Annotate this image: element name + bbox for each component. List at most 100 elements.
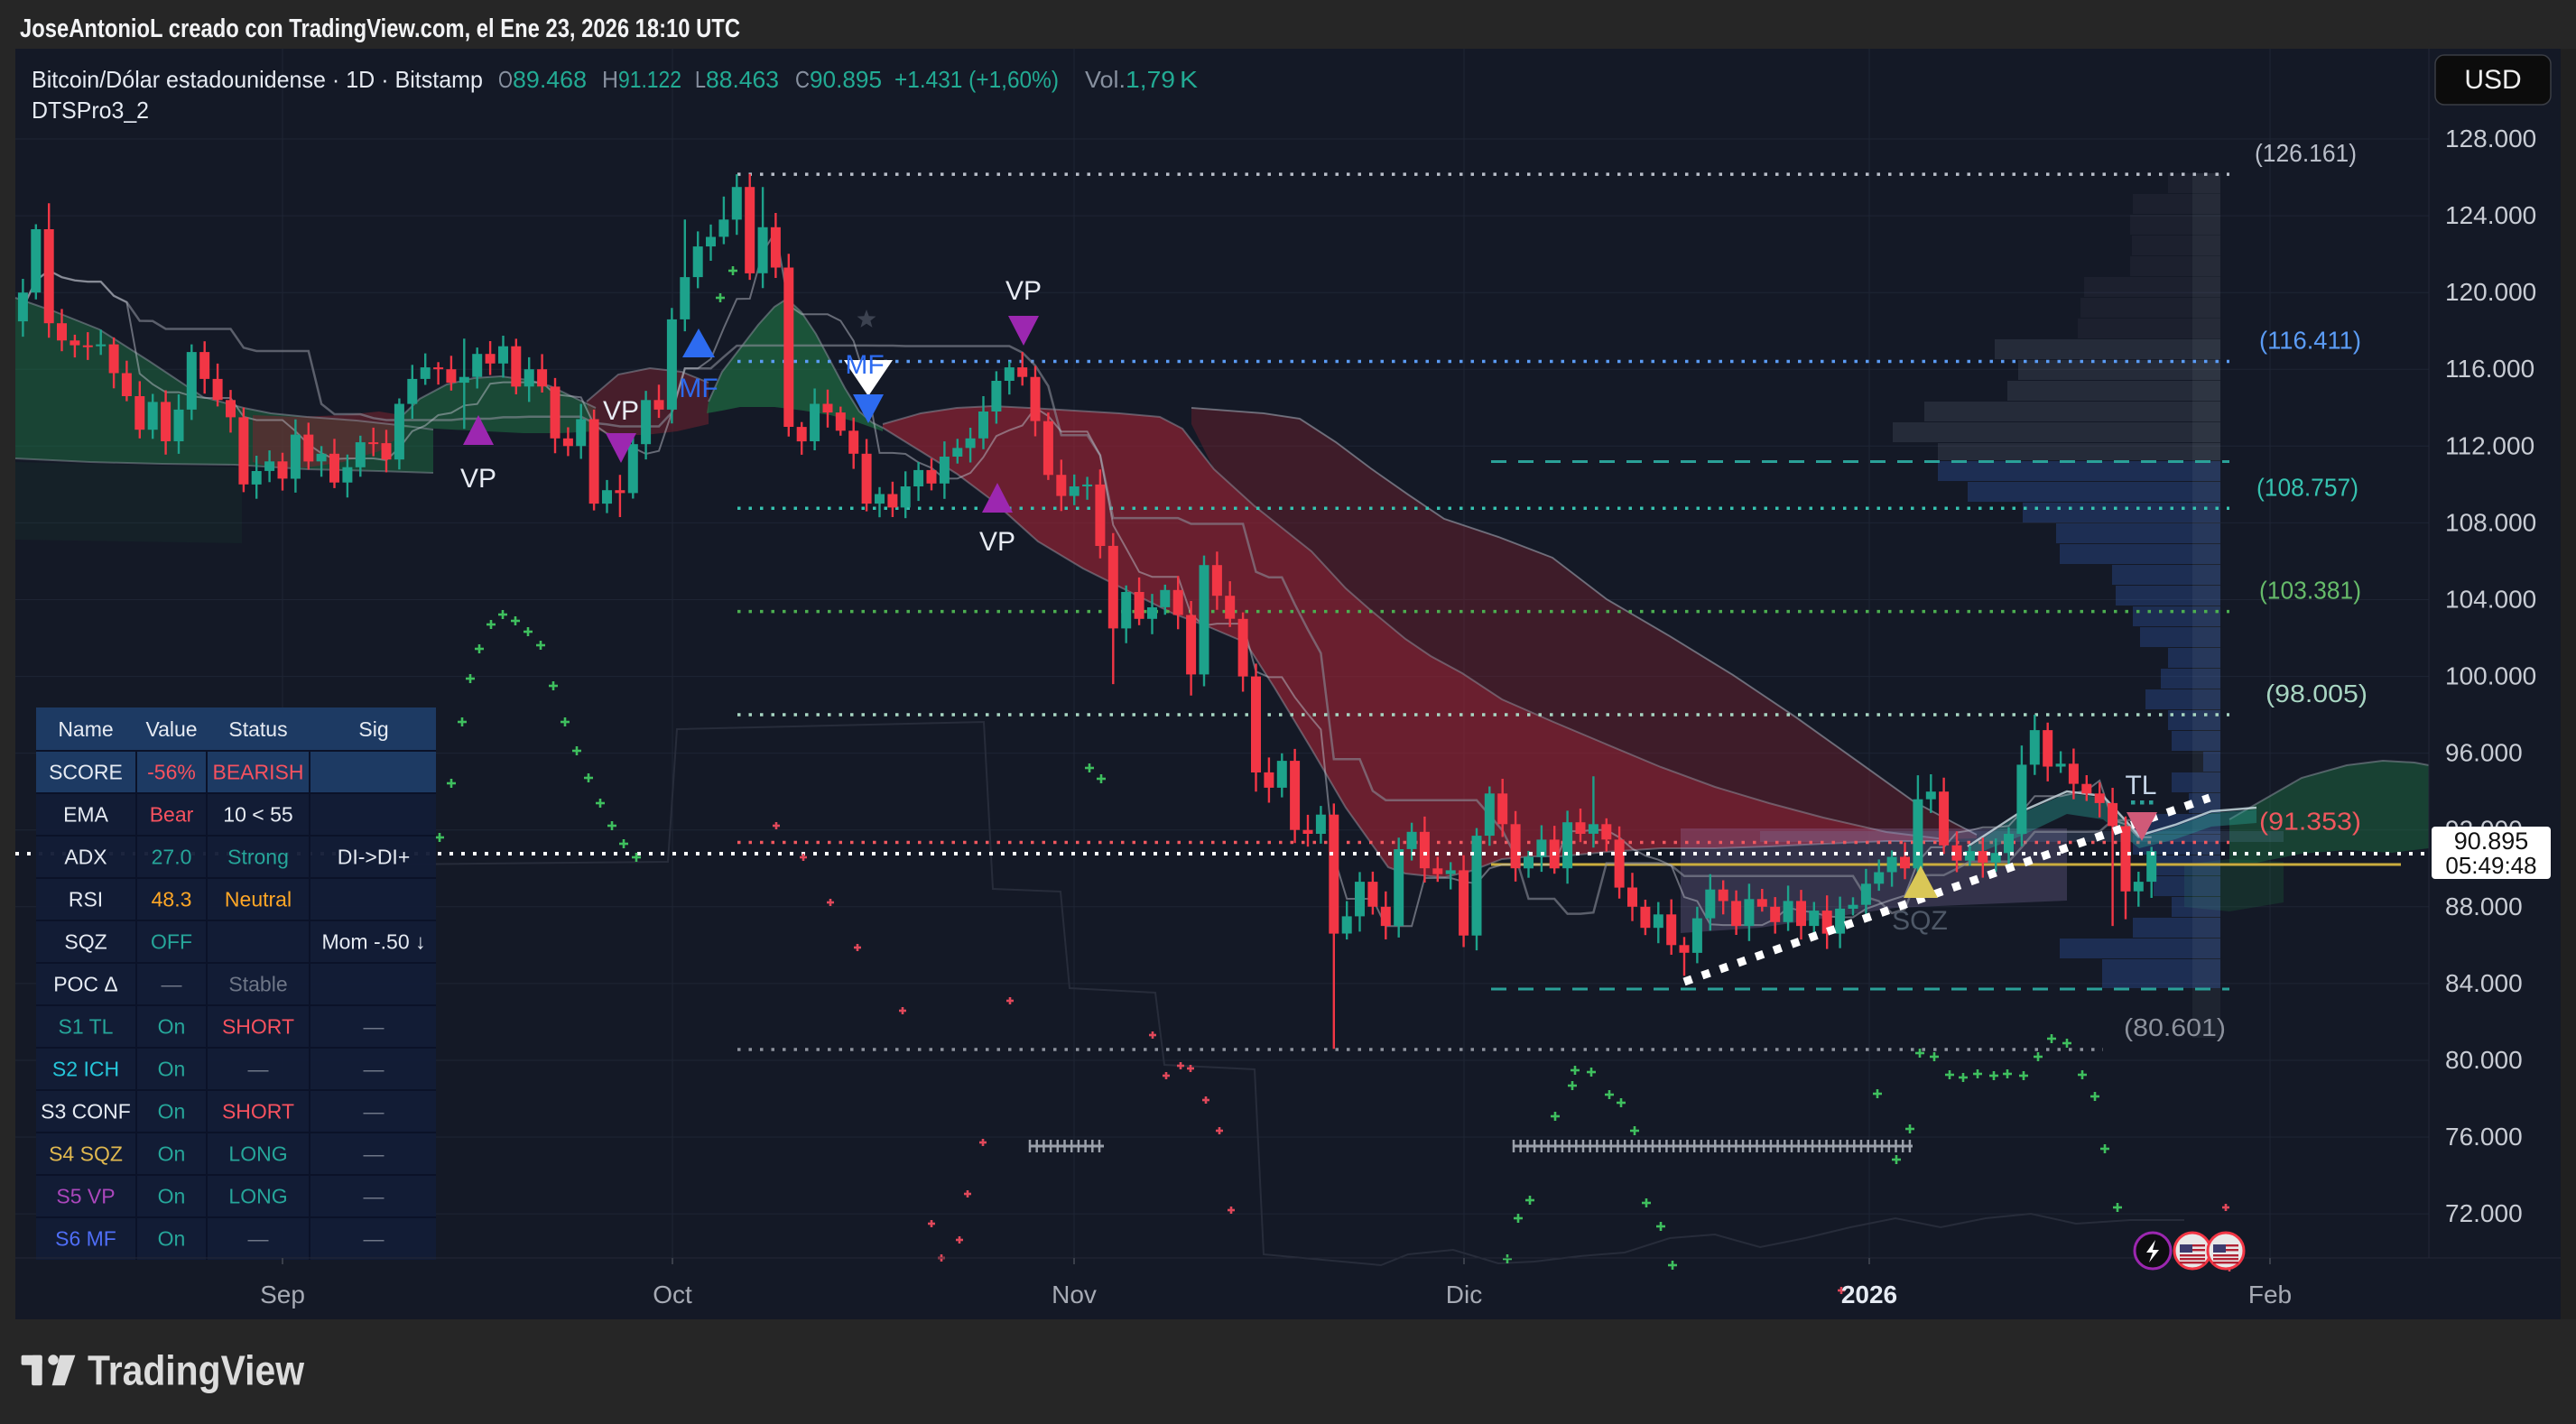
svg-text:Neutral: Neutral <box>225 888 292 911</box>
svg-text:76.000: 76.000 <box>2445 1123 2523 1151</box>
svg-text:Status: Status <box>228 717 287 741</box>
svg-text:116.000: 116.000 <box>2445 355 2534 383</box>
svg-text:108.000: 108.000 <box>2445 508 2536 536</box>
svg-text:(80.601): (80.601) <box>2124 1013 2226 1041</box>
svg-text:H: H <box>602 66 618 93</box>
svg-text:(98.005): (98.005) <box>2266 680 2368 707</box>
svg-text:SQZ: SQZ <box>1892 906 1948 936</box>
svg-text:S5 VP: S5 VP <box>56 1185 115 1208</box>
svg-text:—: — <box>364 1185 385 1208</box>
svg-text:VP: VP <box>460 464 496 494</box>
svg-text:LONG: LONG <box>228 1142 287 1166</box>
svg-text:L: L <box>695 66 706 93</box>
svg-text:O: O <box>498 66 513 93</box>
svg-text:(103.381): (103.381) <box>2259 577 2361 605</box>
svg-text:96.000: 96.000 <box>2445 739 2523 767</box>
svg-text:128.000: 128.000 <box>2445 125 2536 153</box>
svg-text:Mom -.50 ↓: Mom -.50 ↓ <box>321 930 425 954</box>
svg-text:—: — <box>248 1227 269 1251</box>
svg-text:88.000: 88.000 <box>2445 892 2523 920</box>
svg-text:05:49:48: 05:49:48 <box>2445 852 2536 879</box>
svg-text:10 < 55: 10 < 55 <box>223 803 292 827</box>
svg-text:2026: 2026 <box>1841 1281 1897 1308</box>
svg-text:TL: TL <box>2125 771 2156 800</box>
svg-text:90.895: 90.895 <box>2454 828 2529 855</box>
svg-text:104.000: 104.000 <box>2445 586 2536 614</box>
svg-text:S1 TL: S1 TL <box>59 1015 114 1039</box>
svg-text:SHORT: SHORT <box>222 1015 294 1039</box>
svg-text:91.122: 91.122 <box>618 66 681 93</box>
svg-text:—: — <box>248 1058 269 1081</box>
svg-text:—: — <box>364 1227 385 1251</box>
svg-text:POC Δ: POC Δ <box>53 973 118 996</box>
svg-text:(108.757): (108.757) <box>2256 473 2358 501</box>
svg-text:1,79: 1,79 <box>1126 66 1175 93</box>
svg-text:72.000: 72.000 <box>2445 1199 2523 1227</box>
svg-text:USD: USD <box>2464 65 2521 95</box>
svg-text:BEARISH: BEARISH <box>213 761 304 784</box>
svg-text:On: On <box>158 1227 186 1251</box>
svg-text:90.895: 90.895 <box>810 66 882 93</box>
svg-text:VP: VP <box>1005 276 1042 306</box>
svg-text:MF: MF <box>679 374 718 403</box>
svg-text:48.3: 48.3 <box>152 888 192 911</box>
svg-text:112.000: 112.000 <box>2445 431 2534 459</box>
svg-text:Sep: Sep <box>260 1281 305 1308</box>
svg-text:On: On <box>158 1142 186 1166</box>
svg-text:120.000: 120.000 <box>2445 278 2536 306</box>
svg-text:124.000: 124.000 <box>2445 201 2536 229</box>
svg-text:-56%: -56% <box>147 761 196 784</box>
svg-text:Value: Value <box>145 717 197 741</box>
svg-text:Vol.: Vol. <box>1085 66 1126 93</box>
svg-text:100.000: 100.000 <box>2445 662 2536 690</box>
svg-text:TradingView: TradingView <box>88 1347 304 1394</box>
svg-text:S4 SQZ: S4 SQZ <box>49 1142 123 1166</box>
svg-text:EMA: EMA <box>63 803 109 827</box>
svg-text:S2 ICH: S2 ICH <box>52 1058 119 1081</box>
svg-text:On: On <box>158 1058 186 1081</box>
svg-text:—: — <box>364 1142 385 1166</box>
svg-text:S6 MF: S6 MF <box>55 1227 116 1251</box>
svg-text:Name: Name <box>58 717 113 741</box>
svg-text:—: — <box>162 973 182 996</box>
svg-text:—: — <box>364 1100 385 1123</box>
svg-text:Stable: Stable <box>228 973 287 996</box>
svg-text:On: On <box>158 1100 186 1123</box>
svg-text:MF: MF <box>845 350 884 380</box>
svg-text:—: — <box>364 1058 385 1081</box>
svg-text:(126.161): (126.161) <box>2255 139 2357 167</box>
svg-text:27.0: 27.0 <box>152 846 192 869</box>
svg-text:SCORE: SCORE <box>49 761 123 784</box>
svg-text:On: On <box>158 1185 186 1208</box>
svg-text:LONG: LONG <box>228 1185 287 1208</box>
svg-text:80.000: 80.000 <box>2445 1046 2523 1074</box>
svg-text:RSI: RSI <box>69 888 103 911</box>
svg-text:K: K <box>1180 66 1199 93</box>
svg-text:SQZ: SQZ <box>64 930 107 954</box>
svg-text:(116.411): (116.411) <box>2259 326 2361 354</box>
svg-text:Oct: Oct <box>653 1281 692 1308</box>
svg-text:On: On <box>158 1015 186 1039</box>
svg-text:ADX: ADX <box>64 846 107 869</box>
svg-text:Strong: Strong <box>227 846 289 869</box>
svg-text:84.000: 84.000 <box>2445 969 2523 997</box>
svg-text:VP: VP <box>603 396 639 426</box>
svg-text:VP: VP <box>979 527 1015 557</box>
svg-text:Sig: Sig <box>358 717 388 741</box>
svg-text:(91.353): (91.353) <box>2259 807 2361 835</box>
svg-text:88.463: 88.463 <box>706 66 779 93</box>
svg-text:S3 CONF: S3 CONF <box>41 1100 131 1123</box>
svg-text:Feb: Feb <box>2248 1281 2292 1308</box>
svg-text:Nov: Nov <box>1052 1281 1097 1308</box>
svg-text:Dic: Dic <box>1446 1281 1482 1308</box>
svg-text:Bear: Bear <box>150 803 194 827</box>
svg-text:DTSPro3_2: DTSPro3_2 <box>32 97 149 124</box>
svg-text:—: — <box>364 1015 385 1039</box>
svg-text:Bitcoin/Dólar estadounidense ·: Bitcoin/Dólar estadounidense · 1D · Bits… <box>32 66 483 93</box>
svg-text:SHORT: SHORT <box>222 1100 294 1123</box>
svg-text:OFF: OFF <box>151 930 192 954</box>
svg-text:C: C <box>795 66 810 93</box>
svg-text:DI->DI+: DI->DI+ <box>338 846 411 869</box>
svg-text:+1.431 (+1,60%): +1.431 (+1,60%) <box>894 66 1059 93</box>
svg-text:89.468: 89.468 <box>513 66 587 93</box>
